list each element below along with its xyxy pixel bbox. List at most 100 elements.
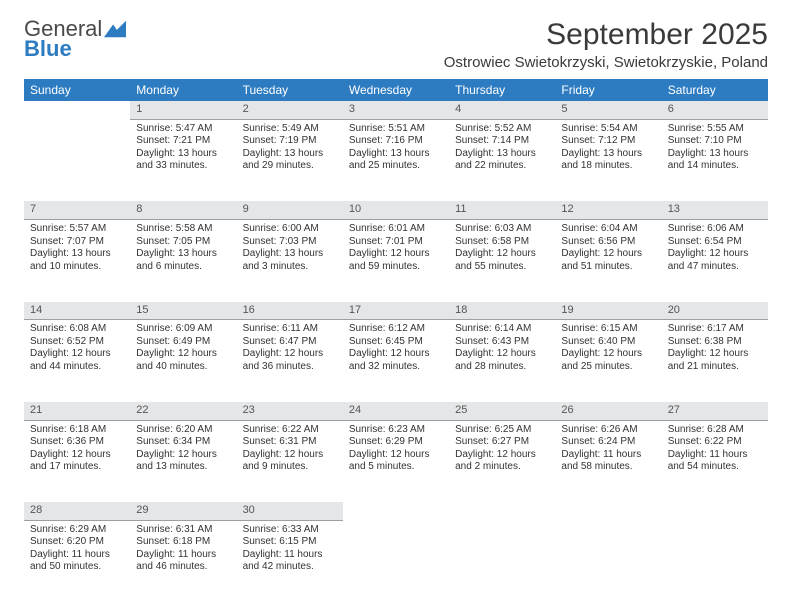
day-number-row: 21222324252627 [24, 402, 768, 420]
sunrise-text: Sunrise: 5:55 AM [668, 123, 762, 136]
weekday-header: Monday [130, 79, 236, 101]
day-number-cell: 18 [449, 302, 555, 320]
sunset-text: Sunset: 6:15 PM [243, 536, 337, 549]
day-number-cell [24, 101, 130, 119]
sunrise-text: Sunrise: 6:17 AM [668, 323, 762, 336]
day-number-cell [662, 502, 768, 520]
day-content-row: Sunrise: 6:29 AMSunset: 6:20 PMDaylight:… [24, 520, 768, 602]
sunset-text: Sunset: 7:10 PM [668, 135, 762, 148]
day-cell: Sunrise: 6:12 AMSunset: 6:45 PMDaylight:… [343, 320, 449, 402]
brand-triangle-icon [104, 20, 126, 38]
sunrise-text: Sunrise: 6:09 AM [136, 323, 230, 336]
day-cell [449, 520, 555, 602]
sunset-text: Sunset: 7:21 PM [136, 135, 230, 148]
day-number-row: 282930 [24, 502, 768, 520]
sunrise-text: Sunrise: 6:14 AM [455, 323, 549, 336]
day-number-cell: 7 [24, 201, 130, 219]
sunset-text: Sunset: 7:12 PM [561, 135, 655, 148]
day-number-cell: 5 [555, 101, 661, 119]
daylight-text: Daylight: 11 hours and 54 minutes. [668, 449, 762, 474]
day-number-cell: 29 [130, 502, 236, 520]
day-number-cell: 15 [130, 302, 236, 320]
weekday-header: Friday [555, 79, 661, 101]
day-cell: Sunrise: 6:25 AMSunset: 6:27 PMDaylight:… [449, 420, 555, 502]
weekday-header: Tuesday [237, 79, 343, 101]
sunset-text: Sunset: 6:31 PM [243, 436, 337, 449]
daylight-text: Daylight: 13 hours and 3 minutes. [243, 248, 337, 273]
weekday-header: Wednesday [343, 79, 449, 101]
sunset-text: Sunset: 6:54 PM [668, 236, 762, 249]
day-content-row: Sunrise: 6:08 AMSunset: 6:52 PMDaylight:… [24, 320, 768, 402]
day-number-cell: 8 [130, 201, 236, 219]
day-cell: Sunrise: 6:29 AMSunset: 6:20 PMDaylight:… [24, 520, 130, 602]
day-number-cell: 20 [662, 302, 768, 320]
sunrise-text: Sunrise: 5:49 AM [243, 123, 337, 136]
sunset-text: Sunset: 7:01 PM [349, 236, 443, 249]
sunrise-text: Sunrise: 5:57 AM [30, 223, 124, 236]
sunrise-text: Sunrise: 6:12 AM [349, 323, 443, 336]
page-header: General Blue September 2025 Ostrowiec Sw… [24, 18, 768, 71]
sunset-text: Sunset: 6:34 PM [136, 436, 230, 449]
daylight-text: Daylight: 12 hours and 51 minutes. [561, 248, 655, 273]
day-number-cell: 27 [662, 402, 768, 420]
day-number-row: 14151617181920 [24, 302, 768, 320]
sunrise-text: Sunrise: 5:47 AM [136, 123, 230, 136]
day-number-cell: 26 [555, 402, 661, 420]
day-number-cell: 17 [343, 302, 449, 320]
sunset-text: Sunset: 6:38 PM [668, 336, 762, 349]
sunset-text: Sunset: 6:45 PM [349, 336, 443, 349]
day-cell [662, 520, 768, 602]
day-number-cell: 13 [662, 201, 768, 219]
day-number-row: 123456 [24, 101, 768, 119]
day-cell: Sunrise: 6:04 AMSunset: 6:56 PMDaylight:… [555, 220, 661, 302]
day-number-cell: 9 [237, 201, 343, 219]
daylight-text: Daylight: 12 hours and 28 minutes. [455, 348, 549, 373]
daylight-text: Daylight: 13 hours and 14 minutes. [668, 148, 762, 173]
daylight-text: Daylight: 13 hours and 25 minutes. [349, 148, 443, 173]
day-cell: Sunrise: 5:47 AMSunset: 7:21 PMDaylight:… [130, 119, 236, 201]
calendar-table: Sunday Monday Tuesday Wednesday Thursday… [24, 79, 768, 602]
sunrise-text: Sunrise: 6:23 AM [349, 424, 443, 437]
sunset-text: Sunset: 6:27 PM [455, 436, 549, 449]
day-number-cell [343, 502, 449, 520]
day-number-cell: 4 [449, 101, 555, 119]
day-number-cell: 28 [24, 502, 130, 520]
daylight-text: Daylight: 12 hours and 13 minutes. [136, 449, 230, 474]
day-content-row: Sunrise: 5:47 AMSunset: 7:21 PM Daylight:… [24, 119, 768, 201]
sunrise-text: Sunrise: 6:03 AM [455, 223, 549, 236]
day-cell [343, 520, 449, 602]
sunrise-text: Sunrise: 6:20 AM [136, 424, 230, 437]
daylight-text: Daylight: 11 hours and 46 minutes. [136, 549, 230, 574]
sunrise-text: Sunrise: 6:28 AM [668, 424, 762, 437]
daylight-text: Daylight: 12 hours and 2 minutes. [455, 449, 549, 474]
day-cell [24, 119, 130, 201]
day-cell: Sunrise: 6:17 AMSunset: 6:38 PMDaylight:… [662, 320, 768, 402]
sunset-text: Sunset: 7:19 PM [243, 135, 337, 148]
day-number-cell: 19 [555, 302, 661, 320]
sunrise-text: Sunrise: 6:22 AM [243, 424, 337, 437]
day-content-row: Sunrise: 5:57 AMSunset: 7:07 PMDaylight:… [24, 220, 768, 302]
daylight-text: Daylight: 11 hours and 50 minutes. [30, 549, 124, 574]
day-cell: Sunrise: 6:15 AMSunset: 6:40 PMDaylight:… [555, 320, 661, 402]
daylight-text: Daylight: 13 hours and 6 minutes. [136, 248, 230, 273]
sunset-text: Sunset: 6:36 PM [30, 436, 124, 449]
day-cell: Sunrise: 6:06 AMSunset: 6:54 PMDaylight:… [662, 220, 768, 302]
daylight-text: Daylight: 13 hours and 29 minutes. [243, 148, 337, 173]
sunrise-text: Sunrise: 6:01 AM [349, 223, 443, 236]
day-number-cell: 6 [662, 101, 768, 119]
day-cell: Sunrise: 6:03 AMSunset: 6:58 PMDaylight:… [449, 220, 555, 302]
daylight-text: Daylight: 11 hours and 42 minutes. [243, 549, 337, 574]
daylight-text: Daylight: 12 hours and 5 minutes. [349, 449, 443, 474]
sunset-text: Sunset: 6:58 PM [455, 236, 549, 249]
brand-text: General Blue [24, 18, 102, 60]
sunrise-text: Sunrise: 6:06 AM [668, 223, 762, 236]
month-title: September 2025 [444, 18, 768, 52]
location-subtitle: Ostrowiec Swietokrzyski, Swietokrzyskie,… [444, 54, 768, 71]
day-cell: Sunrise: 6:11 AMSunset: 6:47 PMDaylight:… [237, 320, 343, 402]
sunset-text: Sunset: 6:20 PM [30, 536, 124, 549]
day-content-row: Sunrise: 6:18 AMSunset: 6:36 PMDaylight:… [24, 420, 768, 502]
sunrise-text: Sunrise: 6:25 AM [455, 424, 549, 437]
sunset-text: Sunset: 7:14 PM [455, 135, 549, 148]
sunset-text: Sunset: 6:40 PM [561, 336, 655, 349]
sunset-text: Sunset: 6:43 PM [455, 336, 549, 349]
